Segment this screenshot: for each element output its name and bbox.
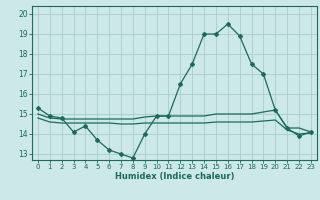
X-axis label: Humidex (Indice chaleur): Humidex (Indice chaleur) (115, 172, 234, 181)
